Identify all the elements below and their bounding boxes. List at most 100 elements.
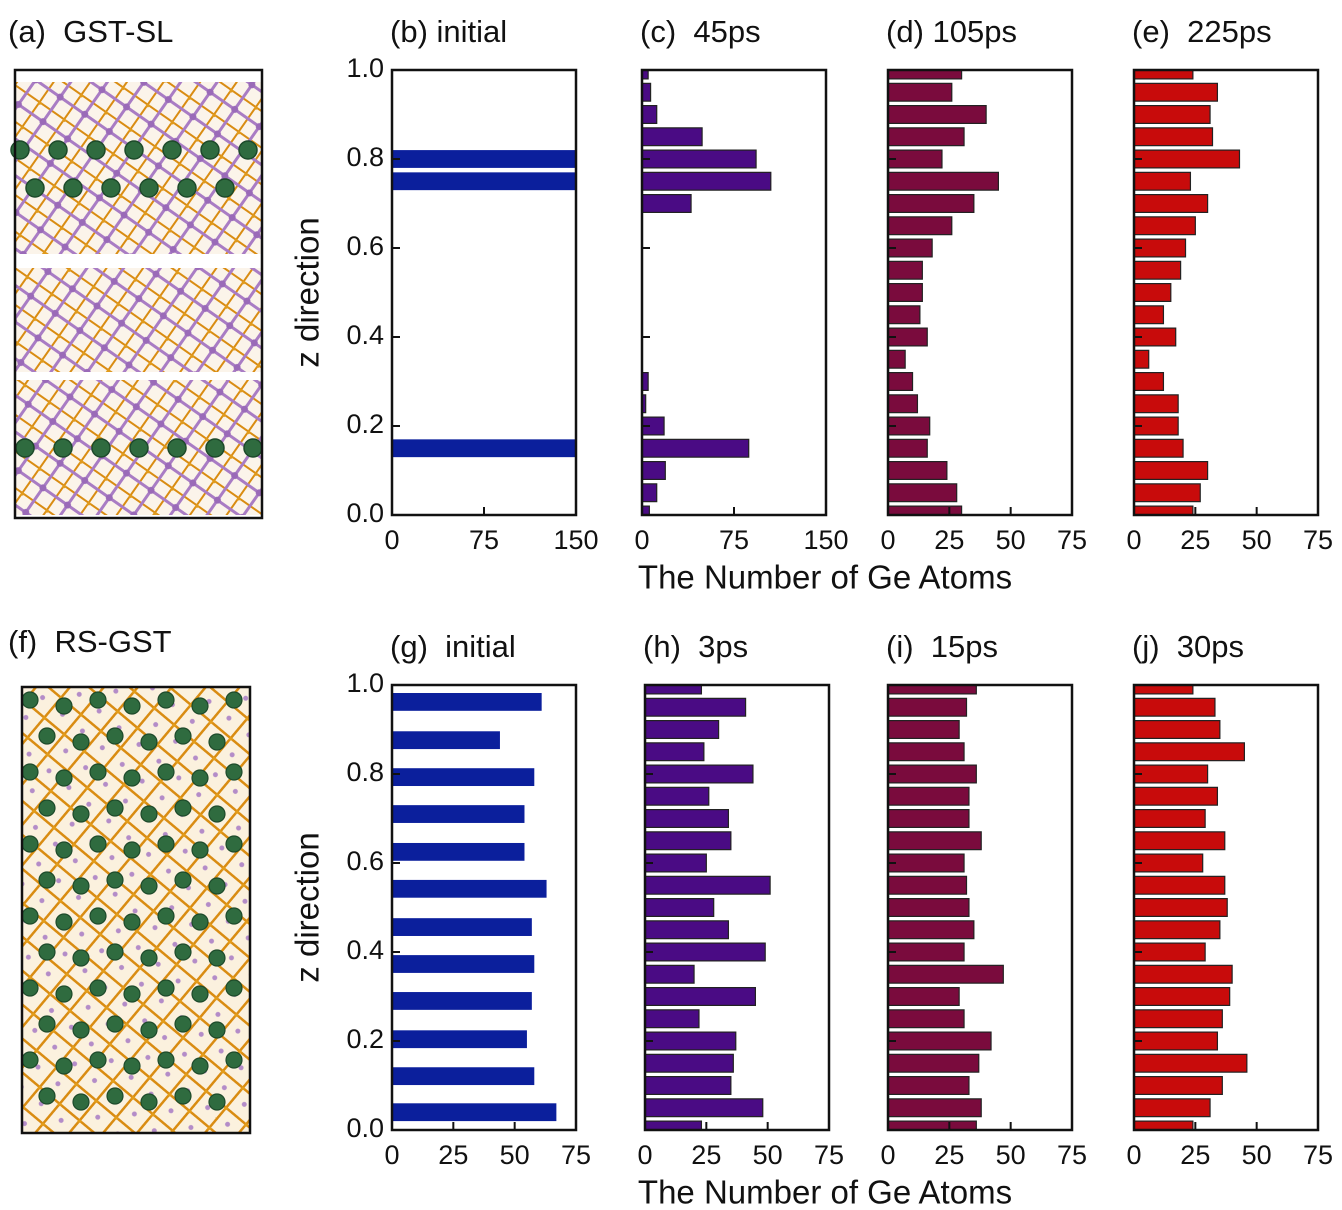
atom: [244, 439, 262, 457]
bar: [392, 843, 524, 861]
bar: [645, 988, 755, 1006]
bar: [645, 1099, 763, 1117]
bar: [888, 787, 969, 805]
bar: [1134, 743, 1244, 761]
atom: [124, 1058, 140, 1074]
x-tick-label: 75: [469, 525, 499, 555]
bar: [392, 1030, 527, 1048]
panel-title: (j) 30ps: [1132, 629, 1244, 664]
atom: [56, 842, 72, 858]
bar: [392, 955, 534, 973]
atom: [22, 980, 38, 996]
bars: [1134, 676, 1247, 1139]
y-tick-label: 0.2: [346, 409, 384, 439]
chart: 02550750.00.20.40.60.81.0(g) initialz di…: [289, 629, 591, 1170]
y-tick-label: 0.8: [346, 757, 384, 787]
bar: [392, 693, 542, 711]
panel-title: (h) 3ps: [643, 629, 748, 664]
atom: [209, 950, 225, 966]
atom: [39, 872, 55, 888]
x-tick-label: 50: [1242, 525, 1272, 555]
panel-title: (g) initial: [390, 629, 516, 664]
bar: [888, 1099, 981, 1117]
y-tick-label: 0.2: [346, 1024, 384, 1054]
bar: [1134, 484, 1200, 502]
bar: [645, 965, 694, 983]
atom: [124, 986, 140, 1002]
bar: [642, 484, 657, 502]
atom: [39, 1088, 55, 1104]
x-tick-label: 150: [553, 525, 598, 555]
bar: [888, 988, 959, 1006]
bar: [888, 195, 974, 213]
bar: [888, 965, 1003, 983]
atom: [226, 836, 242, 852]
atom: [49, 141, 67, 159]
atom: [124, 770, 140, 786]
atom: [158, 1052, 174, 1068]
bar: [888, 1054, 979, 1072]
atom: [206, 439, 224, 457]
atom: [192, 914, 208, 930]
bars: [392, 150, 576, 457]
bar: [645, 787, 709, 805]
bar: [642, 439, 749, 457]
atom: [22, 836, 38, 852]
panel-title: (c) 45ps: [640, 14, 761, 49]
atom: [124, 914, 140, 930]
bars: [1134, 61, 1239, 524]
atom: [22, 692, 38, 708]
atom: [226, 764, 242, 780]
atom: [39, 728, 55, 744]
chart: 0255075(e) 225ps: [1126, 14, 1333, 555]
bar: [392, 1067, 534, 1085]
x-tick-label: 0: [880, 525, 895, 555]
chart: 0255075(d) 105ps: [880, 14, 1087, 555]
atom: [56, 914, 72, 930]
bars: [645, 676, 770, 1139]
bar: [392, 439, 576, 457]
atom: [209, 1022, 225, 1038]
bar: [1134, 1099, 1210, 1117]
atom: [178, 179, 196, 197]
atom: [39, 944, 55, 960]
atom: [107, 944, 123, 960]
atom: [140, 179, 158, 197]
atom: [209, 1094, 225, 1110]
bar: [1134, 765, 1208, 783]
bar: [645, 876, 770, 894]
atom: [226, 980, 242, 996]
atom: [107, 728, 123, 744]
bar: [1134, 195, 1208, 213]
atom: [192, 1058, 208, 1074]
atom: [90, 764, 106, 780]
x-tick-label: 25: [1180, 1140, 1210, 1170]
bar: [1134, 395, 1178, 413]
atom: [158, 908, 174, 924]
bar: [1134, 439, 1183, 457]
x-tick-label: 25: [1180, 525, 1210, 555]
x-tick-label: 25: [438, 1140, 468, 1170]
atom: [107, 1016, 123, 1032]
bar: [645, 1054, 733, 1072]
panel-label: (f) RS-GST: [8, 624, 172, 659]
atom: [175, 1088, 191, 1104]
x-tick-label: 50: [1242, 1140, 1272, 1170]
bar: [645, 832, 731, 850]
x-axis-label: The Number of Ge Atoms: [638, 1174, 1012, 1210]
bar: [1134, 284, 1171, 302]
bar: [1134, 787, 1217, 805]
bar: [888, 172, 998, 190]
x-tick-label: 75: [1057, 1140, 1087, 1170]
atom: [73, 878, 89, 894]
bar: [888, 217, 952, 235]
x-tick-label: 75: [1303, 1140, 1333, 1170]
x-tick-label: 25: [934, 1140, 964, 1170]
bar: [888, 306, 920, 324]
bars: [392, 693, 556, 1121]
x-axis-label: The Number of Ge Atoms: [638, 559, 1012, 596]
bar: [888, 150, 942, 168]
bar: [645, 721, 719, 739]
bar: [392, 805, 524, 823]
